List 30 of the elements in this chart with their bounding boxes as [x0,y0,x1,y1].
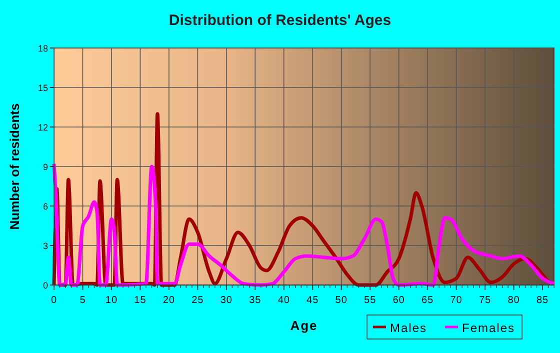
x-tick-label: 35 [249,295,262,306]
x-tick-label: 55 [364,295,376,306]
x-tick-label: 45 [306,295,319,306]
x-tick-label: 0 [50,295,58,306]
x-tick-label: 75 [478,295,492,306]
y-axis-title: Number of residents [7,103,22,230]
chart-title: Distribution of Residents' Ages [168,12,392,29]
y-tick-label: 6 [42,202,48,212]
y-tick-label: 12 [38,122,48,132]
x-tick-label: 60 [392,295,405,306]
y-tick-label: 15 [38,83,48,93]
x-tick-label: 50 [335,295,348,306]
y-tick-label: 3 [42,241,48,251]
x-tick-label: 30 [220,295,232,306]
x-tick-label: 25 [192,295,204,306]
legend-label: Females [462,321,516,335]
x-tick-label: 70 [450,295,462,306]
x-tick-label: 80 [508,295,520,306]
x-tick-label: 40 [278,295,290,306]
legend-label: Males [390,321,428,335]
y-tick-label: 0 [42,280,48,290]
x-tick-label: 10 [105,295,118,306]
y-tick-label: 18 [38,44,48,54]
x-axis-title: Age [290,318,318,333]
x-tick-label: 15 [134,295,146,306]
x-tick-label: 20 [162,295,176,306]
y-tick-label: 9 [42,162,48,172]
x-tick-label: 5 [80,295,86,306]
x-tick-label: 65 [422,295,434,306]
x-tick-label: 85 [536,295,549,306]
